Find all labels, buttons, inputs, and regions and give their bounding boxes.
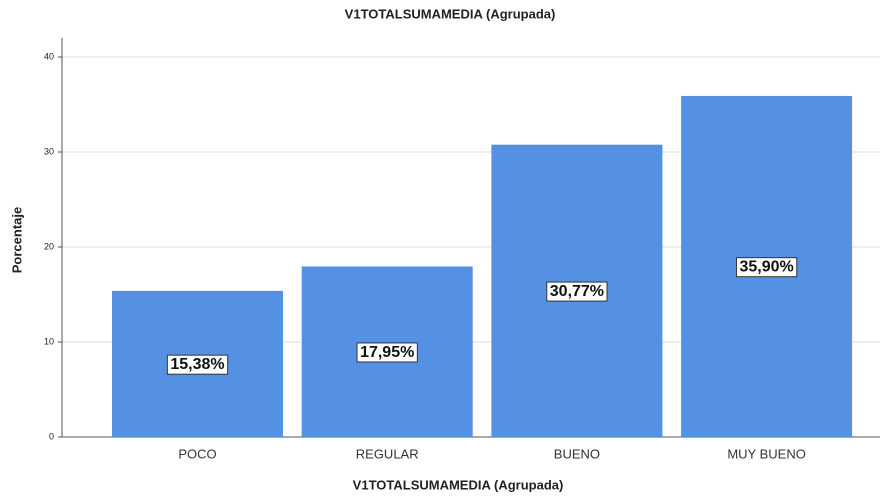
x-tick-label: REGULAR [356, 446, 419, 461]
value-label-box [546, 281, 608, 302]
value-label: 17,95% [360, 344, 414, 361]
y-tick-label: 40 [44, 51, 54, 61]
value-label: 35,90% [739, 259, 793, 276]
y-tick-label: 20 [44, 241, 54, 251]
x-tick-label: BUENO [554, 446, 600, 461]
x-tick-label: MUY BUENO [727, 446, 806, 461]
x-axis-label: V1TOTALSUMAMEDIA (Agrupada) [353, 477, 564, 492]
value-label-box [735, 257, 798, 278]
y-tick-label: 30 [44, 146, 54, 156]
y-tick-label: 0 [49, 431, 54, 441]
value-label-box [166, 354, 229, 375]
value-label-box [356, 342, 418, 363]
x-tick-label: POCO [178, 446, 216, 461]
value-label: 30,77% [550, 283, 604, 300]
value-label: 15,38% [170, 356, 224, 373]
chart-title: V1TOTALSUMAMEDIA (Agrupada) [345, 6, 556, 21]
y-tick-label: 10 [44, 336, 54, 346]
y-axis-label: Porcentaje [9, 207, 24, 273]
